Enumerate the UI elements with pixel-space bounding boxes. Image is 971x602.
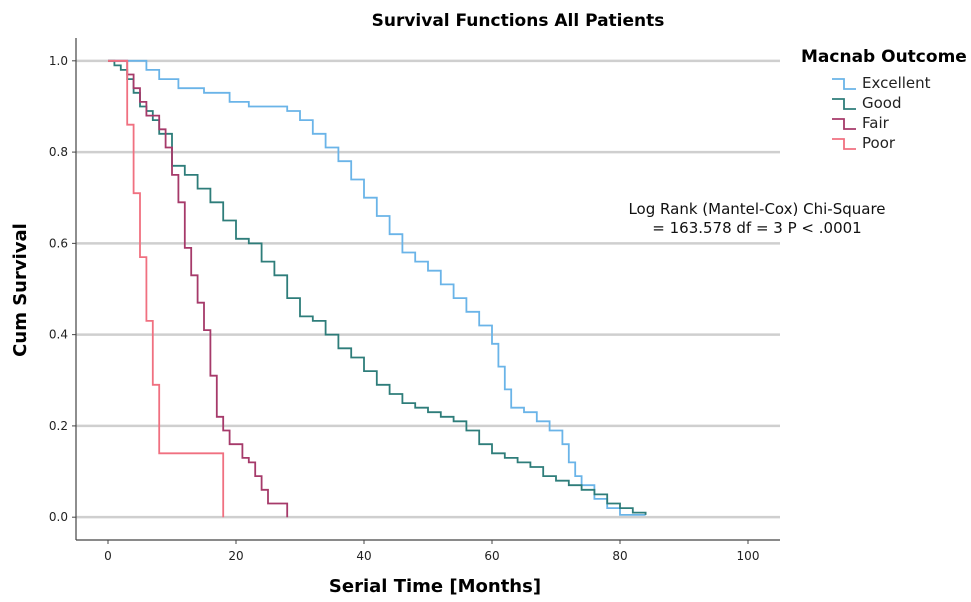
legend-label-poor: Poor [862,134,896,152]
legend-swatch-fair [832,118,856,130]
x-axis-label: Serial Time [Months] [329,576,541,597]
series-line-good [108,59,647,515]
legend-label-excellent: Excellent [862,74,931,92]
statistics-annotation: Log Rank (Mantel-Cox) Chi-Square = 163.5… [628,200,885,237]
y-tick-label: 0.4 [49,328,68,342]
legend-swatch-excellent [832,78,856,90]
x-tick-label: 80 [612,549,627,563]
x-tick-label: 100 [737,549,760,563]
legend-swatch-poor [832,138,856,150]
chart-title: Survival Functions All Patients [372,11,665,31]
legend-label-good: Good [862,94,902,112]
y-tick-label: 1.0 [49,54,68,68]
x-tick-label: 40 [356,549,371,563]
y-tick-label: 0.0 [49,510,68,524]
series-line-fair [108,59,289,518]
x-tick-labels: 0 20 40 60 80 100 [104,540,759,563]
legend-label-fair: Fair [862,114,890,132]
series-line-excellent [108,59,646,516]
annotation-line-1: Log Rank (Mantel-Cox) Chi-Square [628,200,885,218]
y-tick-labels: 0.0 0.2 0.4 0.6 0.8 1.0 [49,54,76,524]
y-tick-label: 0.6 [49,236,68,250]
x-tick-label: 20 [228,549,243,563]
legend-title: Macnab Outcome [801,47,967,67]
gridlines [76,59,780,519]
x-tick-label: 0 [104,549,112,563]
y-axis-label: Cum Survival [10,223,31,357]
axes [75,38,780,541]
x-tick-label: 60 [484,549,499,563]
y-tick-label: 0.8 [49,145,68,159]
y-tick-label: 0.2 [49,419,68,433]
legend: Macnab Outcome Excellent Good Fair Poor [801,47,967,152]
series-lines [108,59,647,518]
annotation-line-2: = 163.578 df = 3 P < .0001 [652,219,861,237]
legend-swatch-good [832,98,856,110]
series-line-poor [108,59,225,518]
